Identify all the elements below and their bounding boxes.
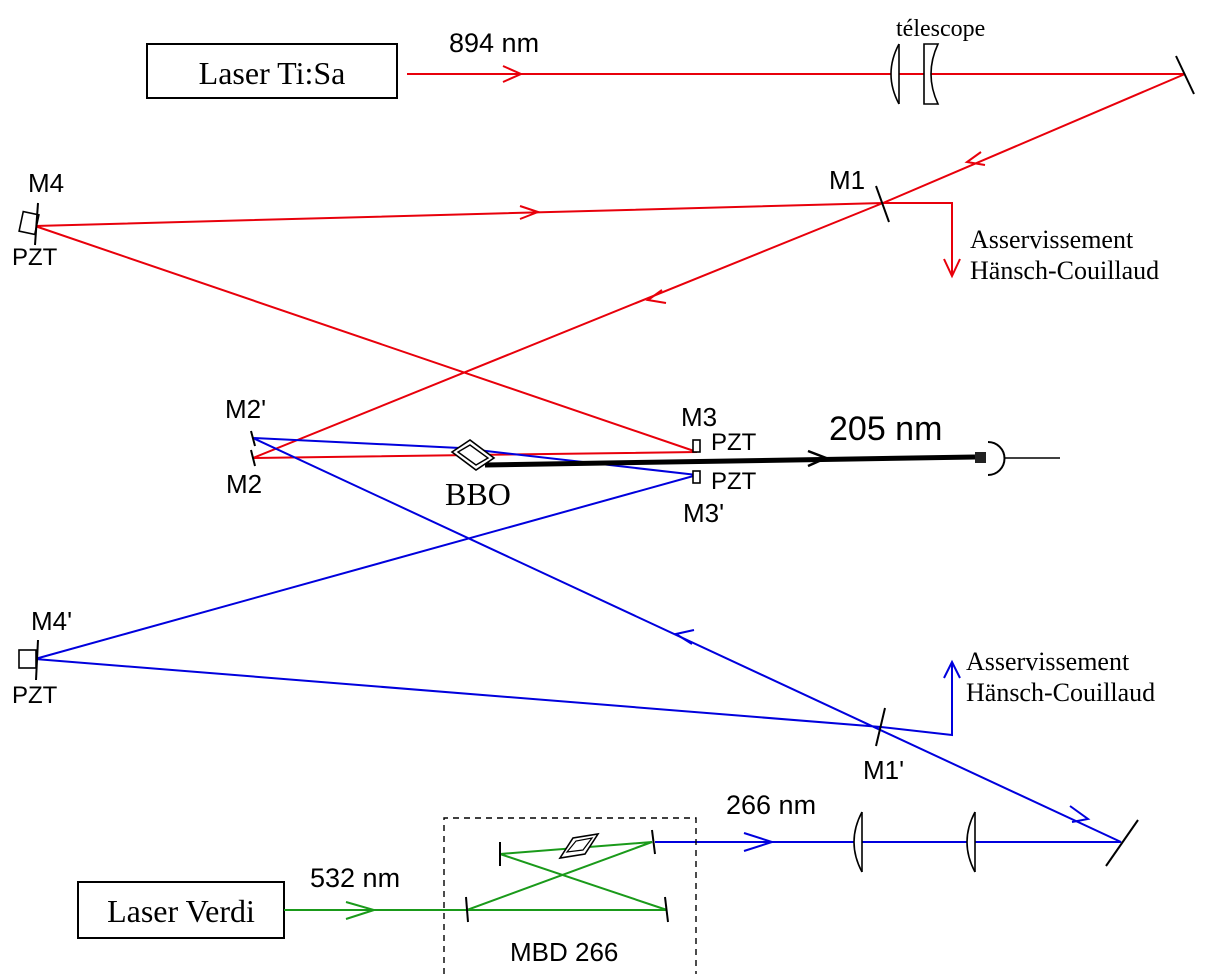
laser-verdi-box [77,881,285,939]
ir-arrow-5 [943,258,961,279]
wavelength-266-label: 266 nm [726,790,816,820]
fold-mirror-bottom [1105,819,1139,867]
uv-arrow-1 [743,832,776,852]
mbd-crystal [558,832,600,860]
uv-lens-2 [966,811,976,873]
mirror-m4p-face [35,639,39,681]
telescope [890,43,940,105]
m1p-label: M1' [863,755,904,785]
ir-servo-beam [883,202,953,276]
ir-arrow-1 [502,65,524,83]
uv-lenses [853,811,976,873]
detector-arc [987,441,1006,476]
bbo-crystal-inner [456,444,490,466]
m4-label: M4 [28,168,64,198]
servo-ir-line2: Hänsch-Couillaud [970,256,1159,285]
mbd-266-box [443,817,697,974]
laser-verdi: Laser Verdi [77,881,285,939]
telescope-label: télescope [896,16,985,42]
m3-pzt-label: PZT [711,429,757,456]
ir-arrow-4 [645,289,667,304]
mbd-crystal-inner [565,837,594,853]
mirror-m4p [18,649,37,669]
bbo-crystal [450,439,496,471]
bbo-crystal-outer [450,439,496,471]
mirror-m1p [875,707,886,747]
mbd-mirror-right-bottom [664,896,669,923]
servo-uv-line1: Asservissement [966,647,1130,676]
mirror-m2p [250,430,256,447]
mirror-m3 [692,439,701,453]
deep-uv-beam [484,454,976,468]
servo-ir-line1: Asservissement [970,225,1134,254]
m4p-label: M4' [31,606,72,636]
servo-uv-line2: Hänsch-Couillaud [966,678,1155,707]
detector-square [975,452,986,463]
uv-beam-path [34,437,1122,852]
uv-arrow-2 [1069,805,1091,823]
mirror-m1 [875,185,890,223]
ir-arrow-3 [519,205,541,220]
m1-label: M1 [829,165,865,195]
bbo-label: BBO [445,476,511,512]
uv-lens-1 [853,811,863,873]
mirror-m3p [692,470,701,484]
deep-uv-output [484,441,1060,476]
m3p-label: M3' [683,498,724,528]
ir-arrow-2 [964,151,986,166]
mbd-266-label: MBD 266 [510,937,618,967]
wavelength-532-label: 532 nm [310,863,400,893]
m3p-pzt-label: PZT [711,468,757,495]
laser-tisa-label: Laser Ti:Sa [199,55,346,91]
deep-uv-arrow [807,449,830,468]
uv-servo-beam [880,662,953,737]
mirrors [18,55,1195,923]
wavelength-894-label: 894 nm [449,28,539,58]
m3-label: M3 [681,402,717,432]
mbd-mirror-right-top [651,829,656,855]
laser-tisa: Laser Ti:Sa [146,43,398,99]
m4p-pzt-label: PZT [12,682,58,709]
fold-mirror-top [1175,55,1195,95]
laser-tisa-box [146,43,398,99]
mirror-m2 [250,449,256,467]
m2p-label: M2' [225,394,266,424]
m4-pzt-label: PZT [12,244,58,271]
uv-arrow-3 [673,629,695,645]
m2-label: M2 [226,469,262,499]
mirror-m4-face [34,202,39,246]
uv-cavity-beam [34,437,1122,843]
uv-arrow-4 [943,659,961,679]
wavelength-205-label: 205 nm [829,410,942,448]
mbd-mirror-left-bottom [465,896,469,923]
green-arrow [345,901,378,920]
laser-verdi-label: Laser Verdi [107,893,255,929]
telescope-lens-2 [923,43,940,105]
telescope-lens-1 [890,43,900,105]
